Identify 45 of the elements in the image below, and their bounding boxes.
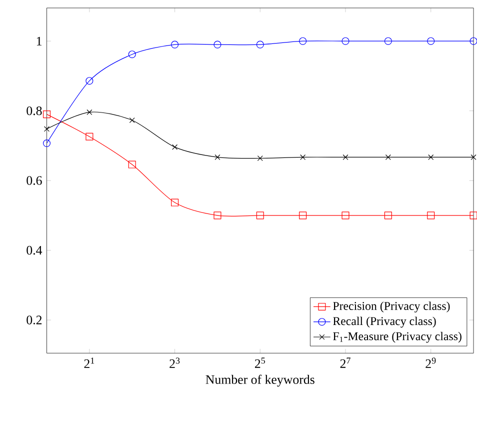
point — [128, 50, 136, 58]
point — [214, 154, 220, 160]
point — [214, 212, 222, 220]
y-tick-label: 1 — [36, 36, 42, 46]
point — [299, 37, 307, 45]
point — [171, 198, 179, 206]
point — [342, 154, 348, 160]
y-tick-label: 0.4 — [26, 246, 42, 255]
point — [256, 212, 264, 220]
point — [171, 40, 179, 48]
legend-label: Precision (Privacy class) — [333, 302, 450, 313]
y-tick-label: 0.8 — [26, 106, 42, 116]
point — [470, 154, 476, 160]
point — [42, 110, 51, 118]
y-tick-label: 0.6 — [26, 176, 42, 186]
point — [86, 77, 94, 85]
x-tick-label: 2$^{5}$ — [254, 358, 266, 368]
point — [42, 140, 51, 148]
x-tick-label: 2$^{7}$ — [340, 358, 350, 368]
point — [86, 132, 94, 140]
x-tick-label: 2$^{3}$ — [170, 358, 180, 368]
x-tick-label: 2$^{9}$ — [426, 358, 436, 368]
point — [299, 212, 307, 220]
point — [214, 40, 222, 48]
point — [129, 118, 135, 124]
point — [342, 37, 350, 45]
point — [256, 40, 264, 48]
point — [384, 37, 392, 45]
point — [86, 110, 92, 116]
point — [427, 212, 435, 220]
point — [384, 212, 392, 220]
point — [427, 37, 435, 45]
point — [172, 144, 178, 150]
x-axis-title: Number of keywords — [206, 374, 314, 387]
point — [300, 154, 306, 160]
point — [257, 156, 263, 162]
x-tick-label: 2$^{1}$ — [84, 358, 94, 368]
point — [385, 154, 391, 160]
y-tick-label: 0.2 — [26, 316, 42, 325]
point — [128, 160, 136, 168]
legend-label: F$_{1}$-Measure (Privacy class) — [333, 332, 462, 343]
point — [428, 154, 434, 160]
point — [44, 126, 50, 132]
legend-label: Recall (Privacy class) — [333, 316, 436, 328]
point — [342, 212, 350, 220]
